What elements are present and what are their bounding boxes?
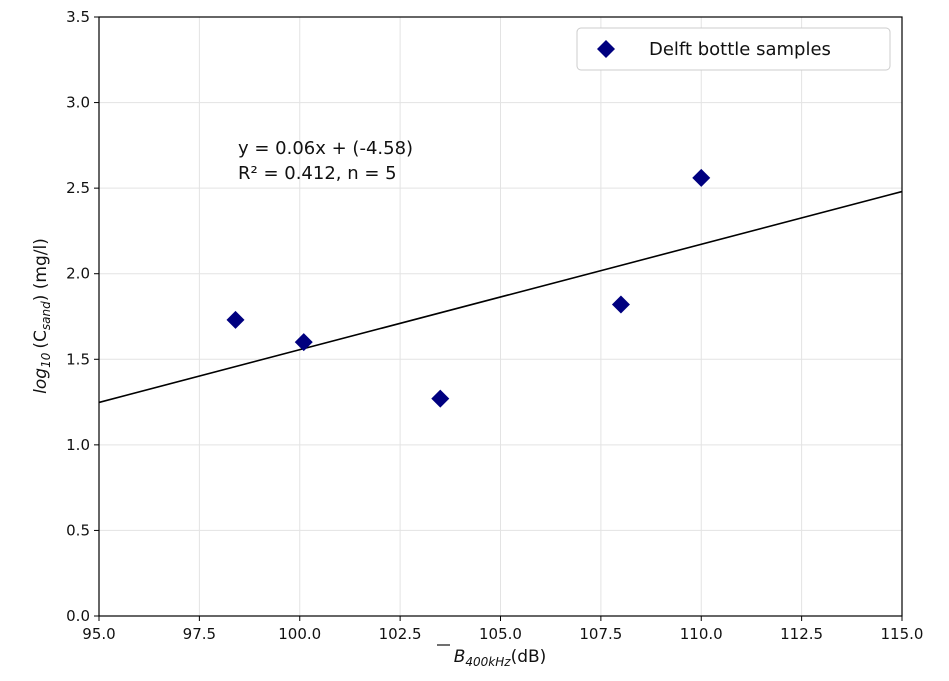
y-axis-ticks: 0.0 0.5 1.0 1.5 2.0 2.5 3.0 3.5 bbox=[66, 8, 99, 625]
x-tick-label: 115.0 bbox=[881, 625, 924, 643]
data-point bbox=[294, 333, 313, 352]
y-axis-label: log10 (Csand) (mg/l) bbox=[31, 238, 53, 394]
x-axis-ticks: 95.0 97.5 100.0 102.5 105.0 107.5 110.0 112.5 11… bbox=[82, 616, 923, 643]
legend-label: Delft bottle samples bbox=[649, 39, 831, 60]
x-tick-label: 105.0 bbox=[479, 625, 522, 643]
y-axis-label-base: log bbox=[31, 368, 51, 394]
data-points bbox=[226, 168, 711, 408]
y-tick-label: 1.0 bbox=[66, 436, 90, 454]
equation-label: y = 0.06x + (-4.58) bbox=[238, 138, 413, 159]
regression-fit bbox=[98, 190, 903, 404]
x-tick-label: 100.0 bbox=[278, 625, 321, 643]
x-axis-label: B400kHz(dB) bbox=[454, 647, 547, 669]
legend: Delft bottle samples bbox=[576, 27, 891, 71]
y-axis-label-subscript-sand: sand bbox=[39, 301, 53, 330]
x-axis-label-subscript: 400kHz bbox=[465, 655, 511, 669]
legend-box bbox=[576, 27, 891, 71]
y-axis-label-middle: (C bbox=[31, 330, 51, 349]
y-tick-label: 1.5 bbox=[66, 350, 90, 368]
y-tick-label: 3.0 bbox=[66, 94, 90, 112]
y-tick-label: 2.0 bbox=[66, 265, 90, 283]
fit-line bbox=[98, 190, 903, 404]
y-tick-label: 2.5 bbox=[66, 179, 90, 197]
y-tick-label: 3.5 bbox=[66, 8, 90, 26]
grid bbox=[98, 16, 903, 617]
x-tick-label: 110.0 bbox=[680, 625, 723, 643]
legend-diamond-marker bbox=[597, 40, 615, 58]
x-tick-label: 102.5 bbox=[379, 625, 422, 643]
x-axis-label-unit: (dB) bbox=[511, 647, 547, 667]
r-squared-label: R² = 0.412, n = 5 bbox=[238, 163, 397, 184]
x-tick-label: 95.0 bbox=[82, 625, 115, 643]
y-axis-label-subscript-10: 10 bbox=[39, 352, 53, 368]
y-tick-label: 0.5 bbox=[66, 521, 90, 539]
data-point bbox=[226, 310, 245, 329]
data-point bbox=[692, 168, 711, 187]
y-tick-label: 0.0 bbox=[66, 607, 90, 625]
x-tick-label: 112.5 bbox=[780, 625, 823, 643]
y-axis-label-unit: ) (mg/l) bbox=[31, 238, 51, 301]
data-point bbox=[611, 295, 630, 314]
data-point bbox=[431, 389, 450, 408]
x-axis-label-base: B bbox=[454, 647, 466, 667]
x-tick-label: 97.5 bbox=[183, 625, 216, 643]
x-tick-label: 107.5 bbox=[579, 625, 622, 643]
